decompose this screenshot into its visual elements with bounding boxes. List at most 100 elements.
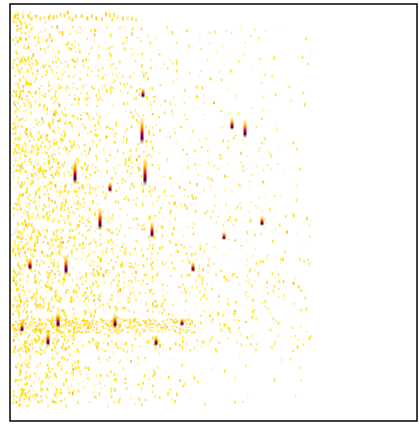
speckle bbox=[27, 241, 29, 245]
speckle bbox=[266, 255, 268, 260]
speckle bbox=[69, 176, 72, 179]
speckle bbox=[20, 22, 23, 26]
speckle bbox=[35, 291, 38, 295]
speckle bbox=[20, 58, 23, 62]
speckle bbox=[197, 321, 199, 324]
speckle bbox=[43, 65, 45, 68]
speckle bbox=[69, 353, 71, 357]
speckle bbox=[174, 324, 177, 327]
speckle bbox=[92, 282, 95, 286]
speckle bbox=[126, 170, 128, 173]
speckle bbox=[25, 303, 28, 305]
speckle bbox=[60, 133, 63, 137]
speckle bbox=[76, 208, 79, 211]
speckle bbox=[88, 328, 91, 330]
speckle bbox=[123, 282, 125, 285]
speckle bbox=[71, 103, 73, 106]
speckle bbox=[22, 236, 25, 240]
speckle bbox=[146, 161, 148, 164]
speckle bbox=[75, 208, 77, 211]
speckle bbox=[67, 10, 69, 14]
speckle bbox=[36, 236, 38, 239]
speckle bbox=[37, 278, 40, 280]
speckle bbox=[234, 239, 236, 242]
speckle bbox=[26, 192, 29, 195]
speckle bbox=[15, 126, 17, 129]
speckle bbox=[28, 248, 30, 250]
speckle bbox=[123, 282, 125, 285]
speckle bbox=[120, 26, 123, 30]
speckle bbox=[240, 343, 243, 347]
speckle bbox=[138, 398, 141, 402]
speckle bbox=[142, 72, 145, 75]
speckle bbox=[234, 272, 236, 275]
speckle bbox=[111, 184, 113, 188]
speckle bbox=[26, 299, 28, 302]
speckle bbox=[72, 342, 74, 345]
speckle bbox=[124, 26, 127, 29]
speckle bbox=[34, 274, 36, 279]
speckle bbox=[37, 151, 39, 155]
speckle bbox=[35, 281, 37, 284]
speckle bbox=[41, 343, 43, 346]
speckle bbox=[148, 340, 150, 344]
speckle bbox=[40, 328, 43, 332]
speckle bbox=[100, 243, 102, 247]
speckle bbox=[17, 244, 20, 247]
speckle bbox=[32, 174, 34, 178]
speckle bbox=[15, 208, 18, 211]
speckle bbox=[36, 175, 38, 177]
speckle bbox=[82, 86, 85, 90]
speckle bbox=[32, 318, 35, 321]
speckle bbox=[74, 316, 76, 319]
speckle bbox=[25, 393, 27, 396]
speckle bbox=[180, 203, 182, 207]
speckle bbox=[110, 259, 113, 262]
speckle bbox=[136, 119, 138, 121]
speckle bbox=[17, 262, 19, 266]
speckle bbox=[56, 205, 58, 209]
speckle bbox=[86, 37, 88, 41]
speckle bbox=[65, 147, 68, 151]
speckle bbox=[88, 58, 90, 61]
speckle bbox=[212, 179, 214, 182]
speckle bbox=[15, 379, 18, 382]
speckle bbox=[63, 13, 66, 18]
speckle bbox=[14, 256, 17, 260]
speckle bbox=[146, 256, 148, 260]
speckle bbox=[126, 346, 129, 349]
speckle bbox=[134, 337, 137, 341]
speckle bbox=[95, 328, 98, 330]
speckle bbox=[78, 383, 81, 387]
speckle bbox=[213, 263, 215, 265]
speckle bbox=[37, 350, 40, 355]
speckle bbox=[89, 252, 92, 254]
speckle bbox=[121, 262, 124, 266]
speckle bbox=[130, 85, 133, 89]
speckle bbox=[42, 133, 45, 136]
speckle bbox=[25, 374, 27, 378]
speckle bbox=[128, 265, 130, 268]
speckle bbox=[105, 250, 107, 254]
speckle bbox=[27, 350, 30, 353]
speckle bbox=[183, 102, 186, 105]
speckle bbox=[60, 231, 62, 234]
speckle bbox=[158, 352, 161, 356]
speckle bbox=[28, 311, 30, 315]
speckle bbox=[106, 112, 108, 115]
speckle bbox=[65, 336, 68, 338]
speckle bbox=[152, 305, 154, 308]
speckle bbox=[33, 35, 36, 39]
speckle bbox=[212, 318, 214, 321]
speckle bbox=[221, 328, 224, 332]
speckle bbox=[16, 115, 18, 119]
speckle bbox=[300, 324, 302, 328]
speckle bbox=[162, 236, 164, 239]
speckle bbox=[180, 230, 183, 233]
speckle bbox=[185, 287, 188, 290]
speckle bbox=[110, 236, 112, 240]
speckle bbox=[18, 315, 20, 319]
speckle bbox=[117, 200, 119, 204]
speckle bbox=[59, 296, 61, 301]
speckle bbox=[55, 362, 57, 365]
